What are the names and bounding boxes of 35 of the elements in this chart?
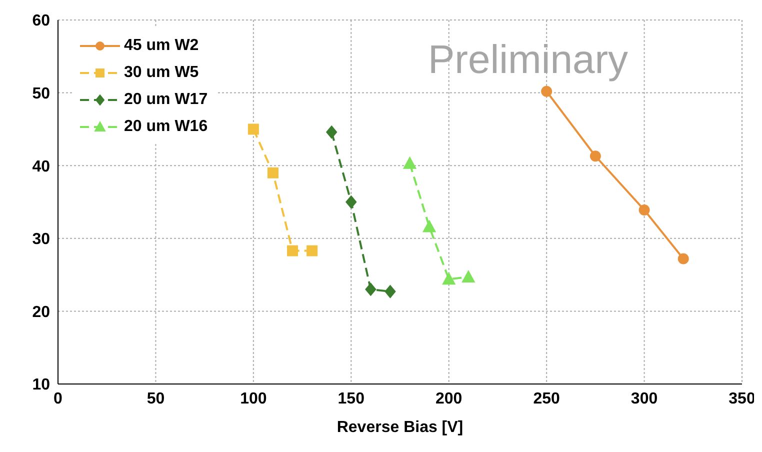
y-tick-label: 60: [32, 12, 50, 30]
point: [590, 150, 601, 162]
point: [403, 156, 416, 169]
y-tick-label: 10: [32, 376, 50, 394]
legend-label: 20 um W17: [124, 90, 208, 108]
x-tick-label: 50: [146, 390, 165, 408]
legend-label: 20 um W16: [124, 118, 208, 136]
point: [306, 245, 318, 256]
y-tick-label: 40: [32, 158, 50, 176]
point: [248, 124, 259, 135]
legend-label: 45 um W2: [124, 36, 199, 54]
x-tick-label: 200: [436, 390, 462, 408]
point: [267, 167, 278, 178]
annotation: Preliminary: [428, 38, 628, 83]
point: [462, 270, 475, 282]
point: [422, 220, 436, 232]
x-axis-title: Reverse Bias [V]: [336, 419, 464, 436]
point: [365, 282, 376, 296]
x-tick-label: 150: [338, 390, 365, 408]
y-tick-label: 20: [32, 304, 50, 321]
legend-label: 30 um W5: [124, 64, 199, 82]
point: [442, 272, 456, 285]
point: [384, 285, 396, 298]
x-tick-label: 100: [240, 390, 267, 408]
y-tick-label: 50: [32, 85, 50, 102]
point: [287, 245, 298, 256]
point: [638, 204, 650, 216]
x-tick-label: 250: [533, 390, 560, 408]
point: [346, 196, 357, 208]
point: [326, 126, 338, 139]
point: [678, 253, 689, 264]
point: [541, 86, 552, 97]
y-tick-label: 30: [32, 231, 50, 248]
x-tick-label: 0: [54, 390, 63, 408]
x-tick-label: 300: [630, 390, 658, 408]
